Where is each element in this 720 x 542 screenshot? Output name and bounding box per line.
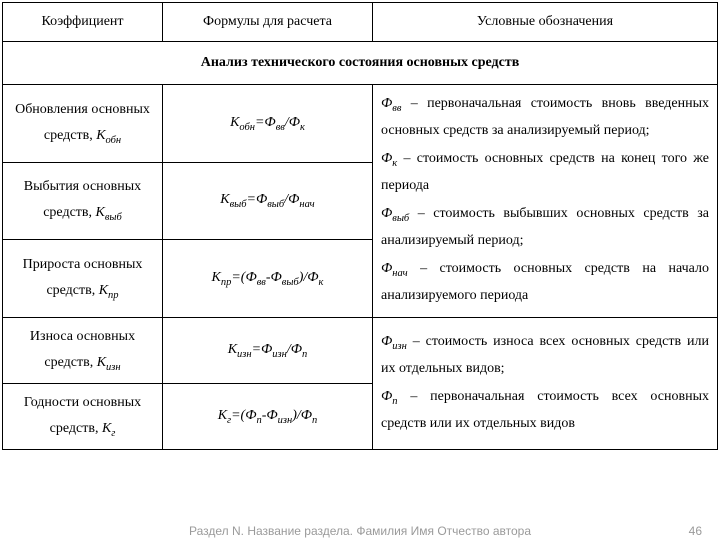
- page-footer: Раздел N. Название раздела. Фамилия Имя …: [0, 524, 720, 538]
- table-row: Обновления основных средств, Кобн Кобн=Ф…: [3, 84, 718, 162]
- section-row: Анализ технического состояния основных с…: [3, 41, 718, 84]
- coef-name: Обновления основных средств, Кобн: [3, 84, 163, 162]
- coef-name: Прироста основных средств, Кпр: [3, 240, 163, 318]
- legend-block-bottom: Физн – стоимость износа всех основных ср…: [373, 318, 718, 450]
- table-header-row: Коэффициент Формулы для расчета Условные…: [3, 3, 718, 42]
- legend-block-top: Фвв – первоначальная стоимость вновь вве…: [373, 84, 718, 317]
- coef-name: Износа основных средств, Кизн: [3, 318, 163, 384]
- section-title: Анализ технического состояния основных с…: [3, 41, 718, 84]
- coef-formula: Кг=(Фп-Физн)/Фп: [163, 384, 373, 450]
- coef-formula: Кобн=Фвв/Фк: [163, 84, 373, 162]
- page-number: 46: [689, 524, 702, 538]
- header-legend: Условные обозначения: [373, 3, 718, 42]
- coefficients-table: Коэффициент Формулы для расчета Условные…: [2, 2, 718, 450]
- coef-formula: Квыб=Фвыб/Фнач: [163, 162, 373, 240]
- header-coefficient: Коэффициент: [3, 3, 163, 42]
- header-formula: Формулы для расчета: [163, 3, 373, 42]
- table-row: Износа основных средств, Кизн Кизн=Физн/…: [3, 318, 718, 384]
- coef-formula: Кизн=Физн/Фп: [163, 318, 373, 384]
- coef-name: Выбытия основных средств, Квыб: [3, 162, 163, 240]
- coef-name: Годности основных средств, Кг: [3, 384, 163, 450]
- coef-formula: Кпр=(Фвв-Фвыб)/Фк: [163, 240, 373, 318]
